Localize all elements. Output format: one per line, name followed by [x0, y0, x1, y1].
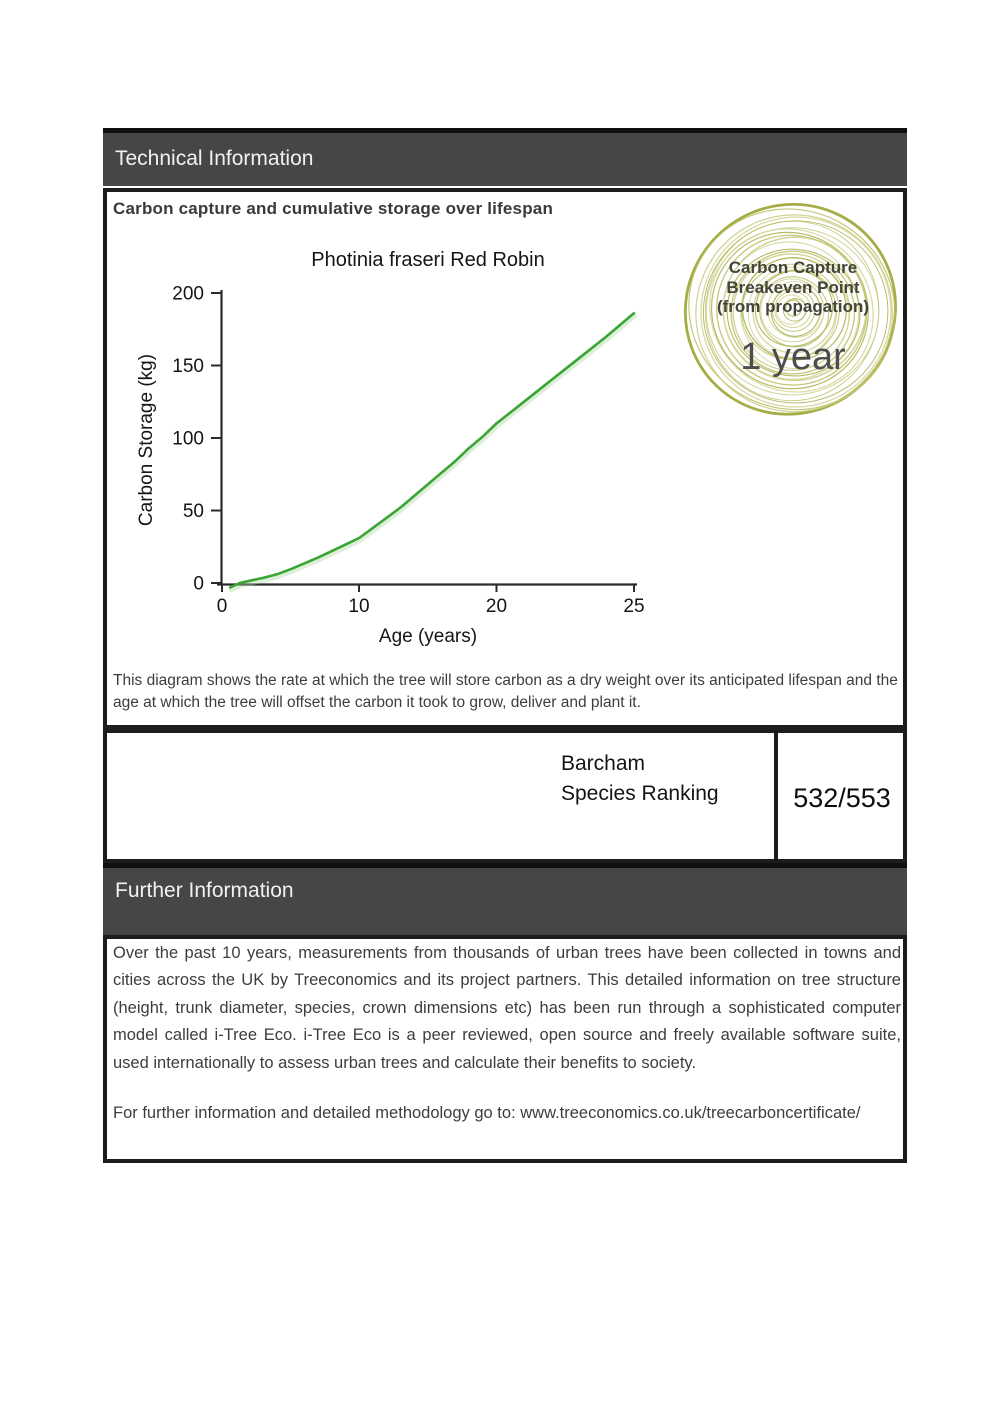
y-tick-label-100: 100	[172, 429, 204, 450]
further-information-paragraph: Over the past 10 years, measurements fro…	[113, 944, 901, 1072]
tree-ring	[741, 263, 840, 360]
y-tick-label-200: 200	[172, 284, 204, 305]
tree-ring	[775, 294, 807, 325]
tree-rings-illustration	[683, 202, 897, 416]
tree-ring	[774, 290, 812, 329]
tree-ring	[782, 298, 807, 322]
tree-ring	[700, 216, 892, 408]
ranking-label-line1: Barcham	[561, 752, 646, 775]
methodology-line: For further information and detailed met…	[113, 1100, 901, 1127]
carbon-curve-shadow	[228, 313, 638, 593]
tree-ring	[759, 276, 830, 348]
chart-description: This diagram shows the rate at which the…	[113, 672, 898, 711]
tree-ring	[771, 287, 816, 332]
badge-label-line2: Breakeven Point	[726, 277, 860, 297]
ranking-label: Barcham Species Ranking	[561, 749, 719, 808]
tree-ring	[726, 248, 861, 377]
tree-ring	[730, 250, 856, 375]
tree-ring	[741, 257, 847, 361]
y-tick-label-50: 50	[183, 501, 204, 522]
tree-ring	[785, 299, 803, 317]
badge-label-line1: Carbon Capture	[728, 258, 858, 277]
badge-label-line3: (from propagation)	[716, 297, 870, 316]
further-information-title: Further Information	[115, 879, 294, 902]
tree-ring	[709, 228, 874, 393]
x-tick-label-20: 20	[486, 596, 507, 617]
breakeven-badge	[683, 202, 897, 416]
ranking-value: 532/553	[793, 783, 891, 813]
technical-information-title: Technical Information	[115, 147, 314, 170]
ranking-divider	[774, 733, 778, 859]
further-information-box	[103, 935, 907, 1163]
further-information-text: Over the past 10 years, measurements fro…	[113, 940, 901, 1127]
tree-ring	[766, 280, 825, 338]
tree-ring	[716, 234, 868, 386]
x-axis-label: Age (years)	[379, 626, 477, 647]
y-tick-label-150: 150	[172, 356, 204, 377]
further-information-header-bar: Further Information	[103, 863, 907, 935]
y-axis-label: Carbon Storage (kg)	[136, 354, 157, 526]
chart-section-heading: Carbon capture and cumulative storage ov…	[113, 199, 554, 218]
tree-ring	[695, 214, 893, 413]
chart-title: Photinia fraseri Red Robin	[311, 249, 544, 271]
technical-information-header-bar: Technical Information	[103, 128, 907, 186]
methodology-link-prefix: For further information and detailed met…	[113, 1104, 521, 1123]
tree-ring	[754, 270, 834, 347]
badge-value: 1 year	[740, 336, 846, 378]
tree-ring	[752, 269, 837, 354]
ranking-label-line2: Species Ranking	[561, 781, 719, 805]
tree-ring	[747, 266, 837, 359]
x-tick-label-25: 25	[623, 596, 644, 617]
badge-label: Carbon Capture Breakeven Point (from pro…	[682, 258, 904, 317]
tree-ring	[705, 227, 880, 396]
methodology-link[interactable]: www.treeconomics.co.uk/treecarboncertifi…	[520, 1104, 861, 1123]
carbon-curve	[228, 312, 636, 589]
carbon-storage-chart: Photinia fraseri Red Robin 200 150 100 5…	[136, 249, 645, 647]
x-tick-label-10: 10	[348, 596, 369, 617]
y-tick-label-0: 0	[193, 574, 204, 595]
tree-ring	[722, 241, 860, 380]
x-tick-label-0: 0	[217, 596, 228, 617]
tree-ring	[688, 208, 896, 411]
species-ranking-box	[103, 729, 907, 863]
